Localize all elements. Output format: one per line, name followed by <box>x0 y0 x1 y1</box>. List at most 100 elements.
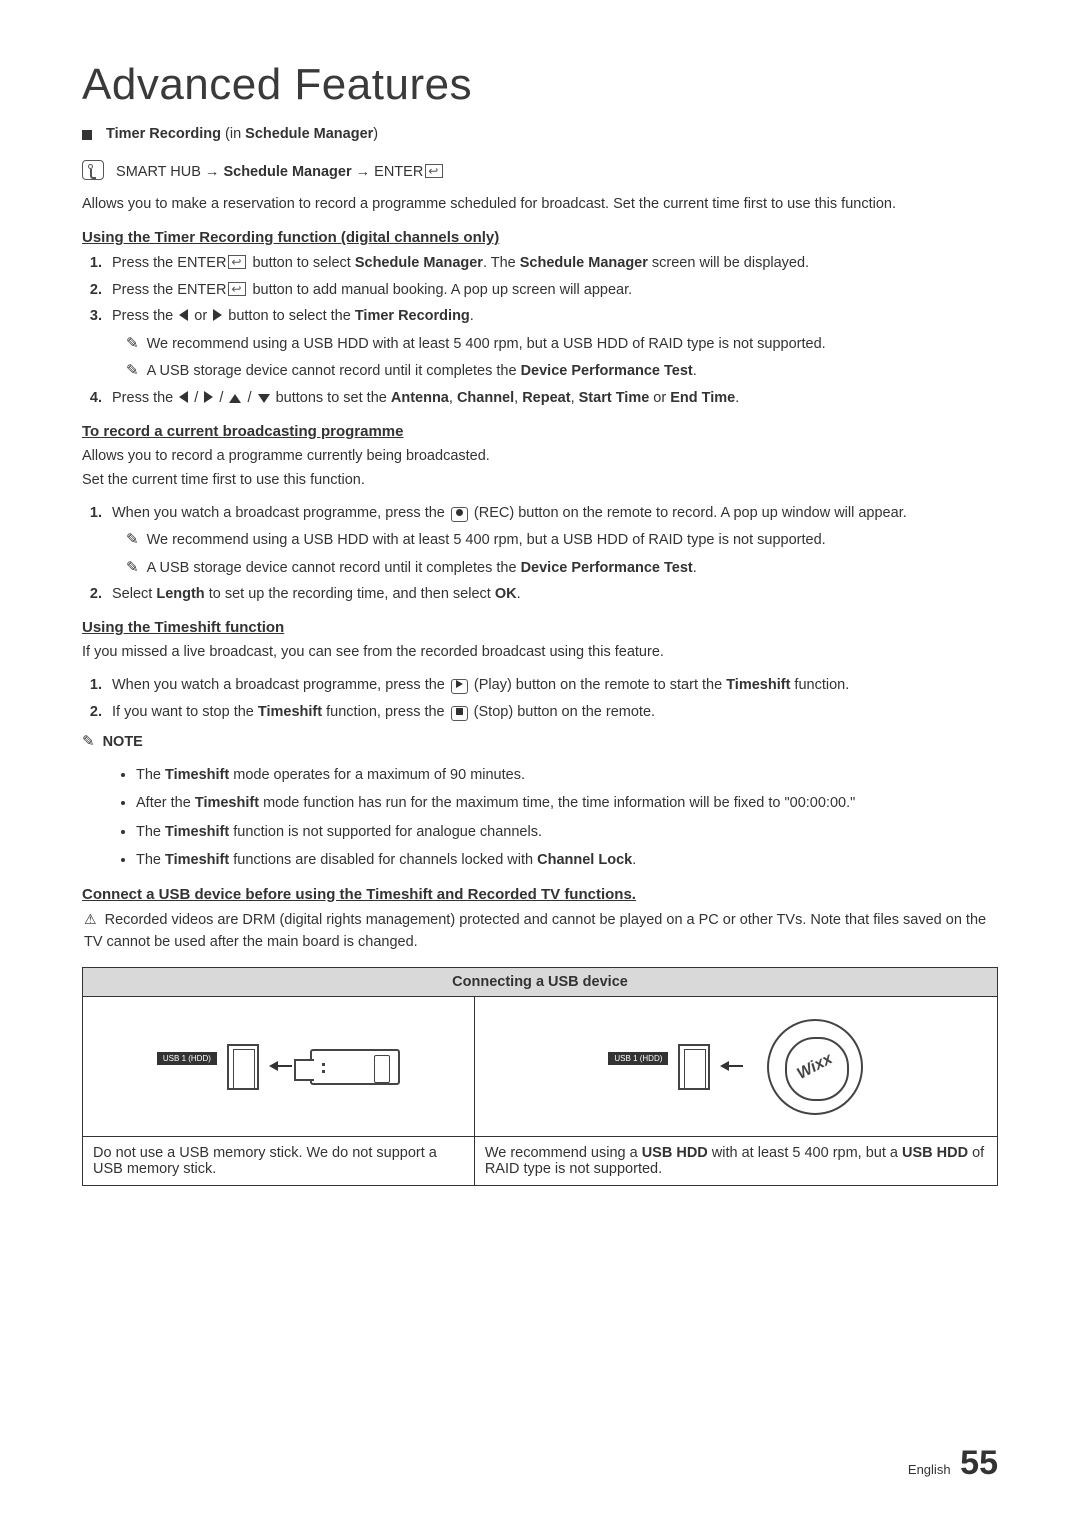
usb-stick-icon <box>310 1049 400 1085</box>
s1a: Press the ENTER <box>112 255 226 271</box>
schedule-manager-strong: Schedule Manager <box>245 126 373 142</box>
channel: Channel <box>457 390 514 406</box>
up-arrow-icon <box>229 394 241 403</box>
s3b: or <box>190 308 211 324</box>
ts-step1: When you watch a broadcast programme, pr… <box>106 674 998 696</box>
hdd-icon: Wixx <box>767 1019 863 1115</box>
s4d: . <box>735 390 739 406</box>
s3a: Press the <box>112 308 177 324</box>
hdd-brand: Wixx <box>795 1050 836 1083</box>
arrow-left-icon <box>269 1061 278 1071</box>
bcs2a: Select <box>112 586 156 602</box>
enter-icon <box>425 164 443 178</box>
note-icon <box>126 528 139 551</box>
timeshift-heading: Using the Timeshift function <box>82 619 998 636</box>
ts1a: When you watch a broadcast programme, pr… <box>112 677 449 693</box>
or: or <box>649 390 670 406</box>
bcn2a: A USB storage device cannot record until… <box>147 560 521 576</box>
note-icon <box>126 359 139 382</box>
b1b: mode operates for a maximum of 90 minute… <box>229 767 525 783</box>
s2b: button to add manual booking. A pop up s… <box>248 282 632 298</box>
step3-note2: A USB storage device cannot record until… <box>126 359 998 382</box>
step3-note1: We recommend using a USB HDD with at lea… <box>126 332 998 355</box>
section-title: Advanced Features <box>82 60 998 110</box>
warning-icon <box>84 909 97 932</box>
start: Start Time <box>579 390 650 406</box>
b4c: . <box>632 852 636 868</box>
sep3: , <box>571 390 579 406</box>
heading-rest: (in <box>225 126 245 142</box>
s1sm2: Schedule Manager <box>520 255 648 271</box>
ts2c: (Stop) button on the remote. <box>470 704 655 720</box>
s3c: button to select the <box>224 308 355 324</box>
bc-step2: Select Length to set up the recording ti… <box>106 583 998 605</box>
step-1: Press the ENTER button to select Schedul… <box>106 252 998 274</box>
usb-left-caption: Do not use a USB memory stick. We do not… <box>83 1137 475 1186</box>
b2ts: Timeshift <box>195 795 259 811</box>
s3tr: Timer Recording <box>355 308 470 324</box>
sep2: , <box>514 390 522 406</box>
connect-warn: Recorded videos are DRM (digital rights … <box>82 909 998 954</box>
right-arrow-icon <box>213 309 222 321</box>
b3ts: Timeshift <box>165 824 229 840</box>
warn-text: Recorded videos are DRM (digital rights … <box>84 912 986 950</box>
b1a: The <box>136 767 165 783</box>
step3-notes: We recommend using a USB HDD with at lea… <box>112 332 998 383</box>
square-bullet-icon <box>82 130 92 140</box>
path-prefix: SMART HUB → <box>116 164 223 180</box>
rhdd2: USB HDD <box>902 1145 968 1161</box>
tsn1: The Timeshift mode operates for a maximu… <box>136 764 998 786</box>
page-number: 55 <box>960 1444 998 1482</box>
sep1: , <box>449 390 457 406</box>
connect-heading: Connect a USB device before using the Ti… <box>82 886 998 903</box>
page: Advanced Features Timer Recording (in Sc… <box>0 0 1080 1519</box>
s3n2c: . <box>693 363 697 379</box>
b4cl: Channel Lock <box>537 852 632 868</box>
b4a: The <box>136 852 165 868</box>
antenna: Antenna <box>391 390 449 406</box>
note-label-row: NOTE <box>82 731 998 754</box>
bc-line2: Set the current time first to use this f… <box>82 470 998 492</box>
play-button-icon <box>451 679 468 694</box>
note-icon <box>126 332 139 355</box>
usb-left-image-cell: USB 1 (HDD) <box>83 997 475 1137</box>
bc-step1: When you watch a broadcast programme, pr… <box>106 502 998 579</box>
lang-label: English <box>908 1462 951 1477</box>
s1c: . The <box>483 255 520 271</box>
ts2b: function, press the <box>322 704 449 720</box>
note-icon <box>126 556 139 579</box>
down-arrow-icon <box>258 394 270 403</box>
s4b: buttons to set the <box>276 390 391 406</box>
bcs1b: (REC) button on the remote to record. A … <box>470 505 907 521</box>
ts2ts: Timeshift <box>258 704 322 720</box>
ts1b: (Play) button on the remote to start the <box>470 677 726 693</box>
b1ts: Timeshift <box>165 767 229 783</box>
path-sm: Schedule Manager <box>223 164 351 180</box>
note-icon <box>82 731 95 754</box>
bc-line1: Allows you to record a programme current… <box>82 446 998 468</box>
repeat: Repeat <box>522 390 570 406</box>
bcs1a: When you watch a broadcast programme, pr… <box>112 505 449 521</box>
left-arrow-icon <box>179 309 188 321</box>
ra: We recommend using a <box>485 1145 642 1161</box>
step-4: Press the / / / buttons to set the Anten… <box>106 387 998 409</box>
page-footer: English 55 <box>908 1444 998 1483</box>
usb-table-title: Connecting a USB device <box>83 968 998 997</box>
usb-port-label: USB 1 (HDD) <box>157 1052 217 1065</box>
right-arrow-icon <box>204 391 213 403</box>
usb-right-image-cell: USB 1 (HDD) Wixx <box>474 997 997 1137</box>
menu-icon <box>82 160 104 180</box>
rec-button-icon <box>451 507 468 522</box>
s3n2a: A USB storage device cannot record until… <box>147 363 521 379</box>
usb-port-icon <box>678 1044 710 1090</box>
menu-path: SMART HUB → Schedule Manager → ENTER <box>82 156 998 184</box>
b4ts: Timeshift <box>165 852 229 868</box>
tsn2: After the Timeshift mode function has ru… <box>136 792 998 814</box>
bcn1: We recommend using a USB HDD with at lea… <box>147 532 826 548</box>
digital-heading: Using the Timer Recording function (digi… <box>82 229 998 246</box>
bcs2len: Length <box>156 586 204 602</box>
bc-notes: We recommend using a USB HDD with at lea… <box>112 528 998 579</box>
s4a: Press the <box>112 390 177 406</box>
bcs2b: to set up the recording time, and then s… <box>205 586 495 602</box>
step-2: Press the ENTER button to add manual boo… <box>106 279 998 301</box>
